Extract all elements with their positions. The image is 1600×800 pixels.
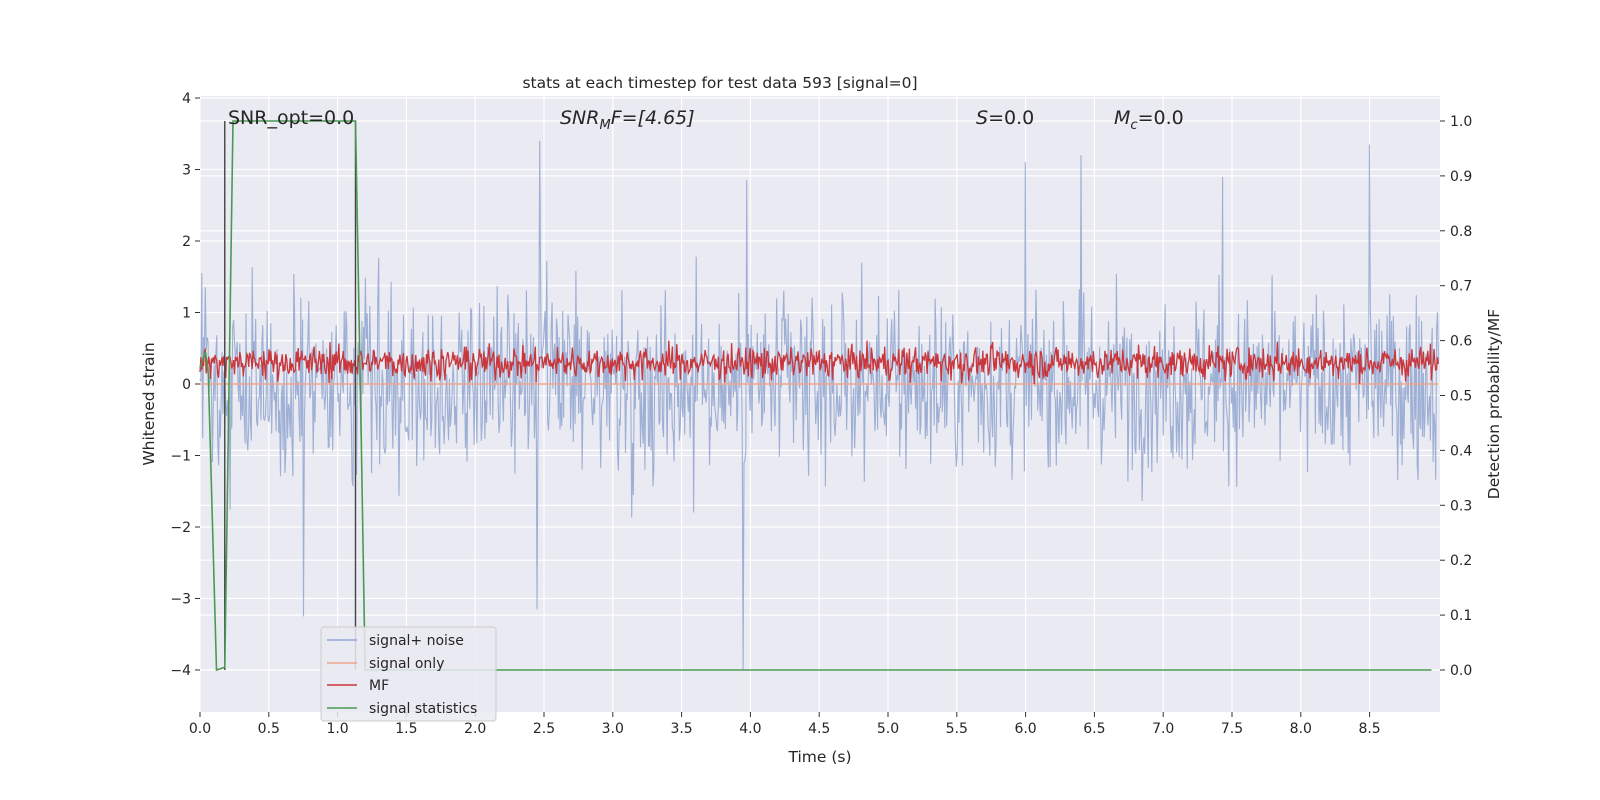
y2-tick-label: 0.8 bbox=[1450, 224, 1472, 240]
x-tick-label: 3.0 bbox=[602, 721, 624, 737]
y2-tick-label: 0.2 bbox=[1450, 553, 1472, 569]
y2-tick-label: 1.0 bbox=[1450, 114, 1472, 130]
y-tick-label: −2 bbox=[170, 520, 191, 536]
legend-label-signal-noise: signal+ noise bbox=[369, 633, 464, 649]
annotation-mc: Mc=0.0 bbox=[1114, 107, 1184, 133]
y-axis-label: Whitened strain bbox=[140, 342, 158, 465]
x-tick-label: 3.5 bbox=[670, 721, 692, 737]
y2-tick-label: 0.9 bbox=[1450, 169, 1472, 185]
legend: signal+ noise signal only MF signal stat… bbox=[320, 626, 497, 722]
x-tick-label: 2.0 bbox=[464, 721, 486, 737]
annotation-mc-rest: =0.0 bbox=[1138, 107, 1184, 129]
y-tick-label: −4 bbox=[170, 663, 191, 679]
y2-tick-label: 0.4 bbox=[1450, 443, 1472, 459]
x-tick-label: 6.0 bbox=[1014, 721, 1036, 737]
annotation-snr-mf-rest: F=[4.65] bbox=[611, 107, 695, 129]
y-tick-label: 4 bbox=[182, 91, 191, 107]
x-tick-label: 1.0 bbox=[326, 721, 348, 737]
y-tick-label: 3 bbox=[182, 163, 191, 179]
x-axis-label: Time (s) bbox=[787, 748, 851, 766]
annotation-mc-sub: c bbox=[1130, 118, 1137, 133]
y2-tick-label: 0.0 bbox=[1450, 663, 1472, 679]
x-tick-label: 0.0 bbox=[189, 721, 211, 737]
y-tick-label: −3 bbox=[170, 592, 191, 608]
y2-tick-label: 0.6 bbox=[1450, 334, 1472, 350]
x-tick-label: 5.0 bbox=[877, 721, 899, 737]
x-tick-label: 7.5 bbox=[1221, 721, 1243, 737]
annotation-snr-mf: SNRMF=[4.65] bbox=[560, 107, 695, 133]
x-axis: 0.0 0.5 1.0 1.5 2.0 2.5 3.0 3.5 4.0 4.5 5.0 5.5 6.0 6… bbox=[189, 712, 1381, 737]
x-tick-label: 7.0 bbox=[1152, 721, 1174, 737]
y-tick-label: 0 bbox=[182, 377, 191, 393]
series-layer bbox=[199, 120, 1440, 672]
annotation-s-italic: S bbox=[976, 107, 988, 129]
legend-label-signal-statistics: signal statistics bbox=[369, 701, 477, 717]
x-tick-label: 0.5 bbox=[258, 721, 280, 737]
y2-tick-label: 0.3 bbox=[1450, 498, 1472, 514]
x-tick-label: 2.5 bbox=[533, 721, 555, 737]
y-axis-right: 0.0 0.1 0.2 0.3 0.4 0.5 0.6 0.7 0.8 0.9 1.0 bbox=[1440, 114, 1472, 679]
y-tick-label: 2 bbox=[182, 234, 191, 250]
x-tick-label: 6.5 bbox=[1083, 721, 1105, 737]
annotation-snr-mf-base: SNR bbox=[560, 107, 599, 129]
x-tick-label: 5.5 bbox=[946, 721, 968, 737]
annotation-snr-opt: SNR_opt=0.0 bbox=[228, 107, 354, 129]
x-tick-label: 4.0 bbox=[739, 721, 761, 737]
series-mf bbox=[199, 340, 1440, 385]
legend-label-signal-only: signal only bbox=[369, 656, 444, 672]
chart-title: stats at each timestep for test data 593… bbox=[522, 74, 917, 92]
x-tick-label: 8.5 bbox=[1358, 721, 1380, 737]
x-tick-label: 4.5 bbox=[808, 721, 830, 737]
annotation-s-rest: =0.0 bbox=[988, 107, 1034, 129]
x-tick-label: 8.0 bbox=[1290, 721, 1312, 737]
y2-axis-label: Detection probability/MF bbox=[1485, 309, 1503, 500]
y-axis-left: −4 −3 −2 −1 0 1 2 3 4 bbox=[170, 91, 200, 679]
y-tick-label: 1 bbox=[182, 306, 191, 322]
annotation-s: S=0.0 bbox=[976, 107, 1034, 129]
y2-tick-label: 0.5 bbox=[1450, 389, 1472, 405]
y2-tick-label: 0.7 bbox=[1450, 279, 1472, 295]
y-tick-label: −1 bbox=[170, 449, 191, 465]
legend-label-mf: MF bbox=[369, 678, 389, 694]
annotation-snr-mf-sub: M bbox=[599, 118, 610, 133]
annotation-mc-base: M bbox=[1114, 107, 1130, 129]
series-signal-statistics bbox=[199, 120, 1432, 672]
legend-box bbox=[320, 626, 497, 722]
annotations: SNR_opt=0.0 SNRMF=[4.65] S=0.0 Mc=0.0 bbox=[228, 107, 1184, 133]
y2-tick-label: 0.1 bbox=[1450, 608, 1472, 624]
x-tick-label: 1.5 bbox=[395, 721, 417, 737]
